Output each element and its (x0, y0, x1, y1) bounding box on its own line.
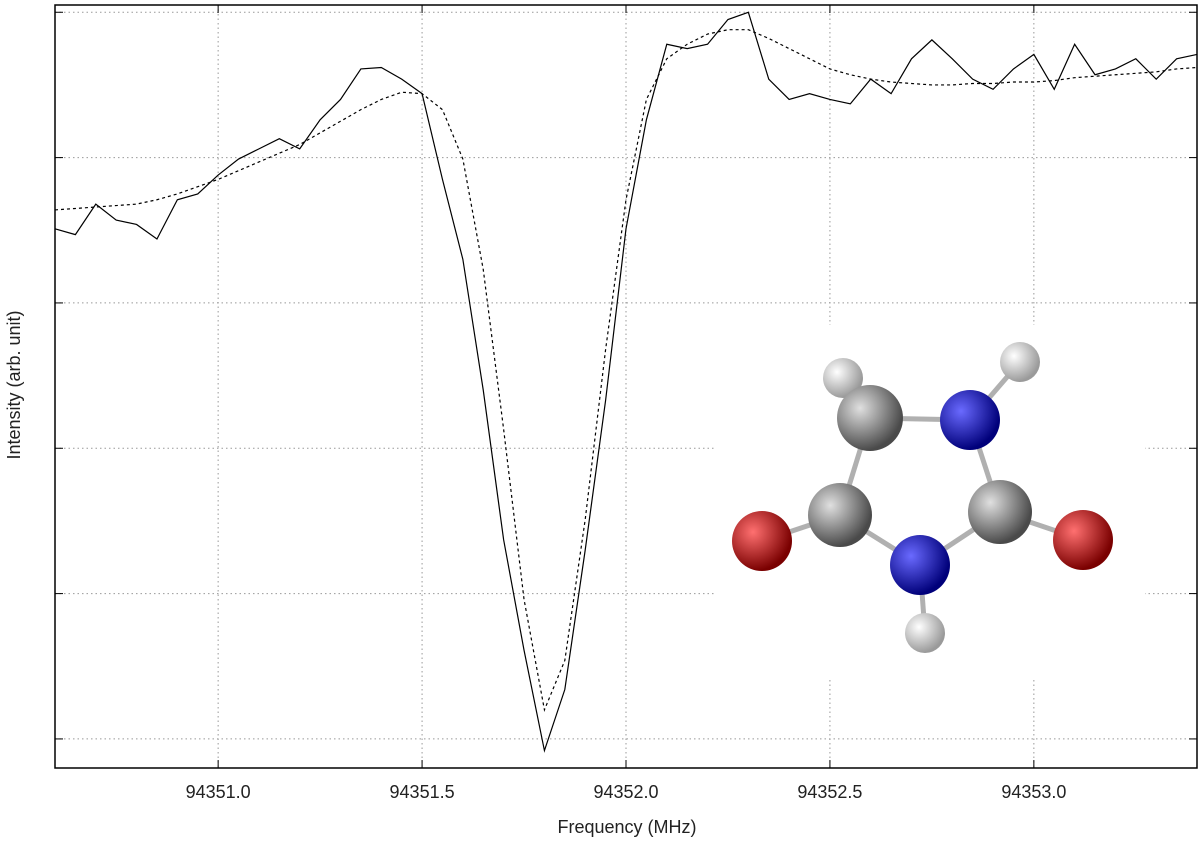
x-tick-label: 94353.0 (1001, 782, 1066, 802)
x-tick-label: 94352.0 (593, 782, 658, 802)
molecule-inset (715, 325, 1145, 680)
x-tick-label: 94351.0 (186, 782, 251, 802)
atom (837, 385, 903, 451)
atom (732, 511, 792, 571)
atom (823, 358, 863, 398)
y-axis-label: Intensity (arb. unit) (4, 310, 24, 459)
x-axis-label: Frequency (MHz) (557, 817, 696, 837)
x-tick-label: 94352.5 (797, 782, 862, 802)
atom (968, 480, 1032, 544)
x-tick-label: 94351.5 (390, 782, 455, 802)
atom (1053, 510, 1113, 570)
atom (890, 535, 950, 595)
spectrum-line (54, 11, 1198, 753)
atom (940, 390, 1000, 450)
atom (808, 483, 872, 547)
axes: Frequency (MHz) Intensity (arb. unit) 94… (4, 4, 1198, 837)
series (54, 11, 1198, 753)
atom (905, 613, 945, 653)
atom (1000, 342, 1040, 382)
